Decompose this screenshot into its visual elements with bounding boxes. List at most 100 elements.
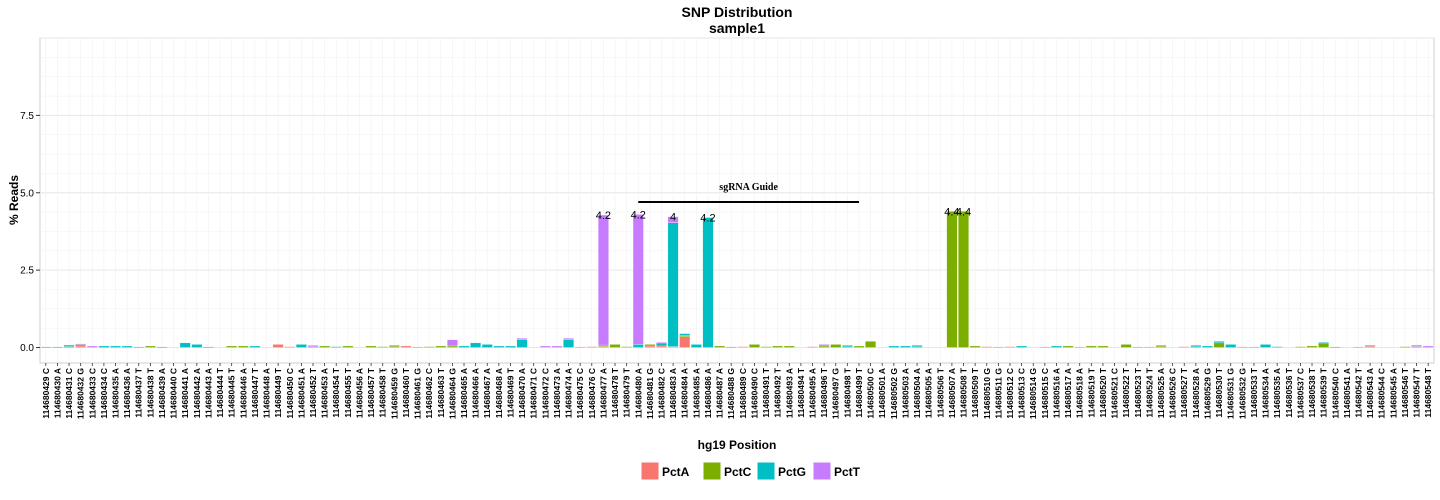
x-tick-label: 114680506 T <box>935 367 945 417</box>
bar-pctg <box>1329 346 1341 348</box>
x-tick-label: 114680466 A <box>471 368 481 418</box>
x-tick-label: 114680493 A <box>784 368 794 418</box>
bar-pctc <box>830 344 842 348</box>
bar-pctc <box>388 345 400 348</box>
bar-pctg <box>841 345 853 348</box>
bar-pctc <box>969 345 981 348</box>
bar-pctg <box>1190 345 1202 348</box>
legend-swatch-pcta <box>640 461 660 481</box>
x-tick-label: 114680513 C <box>1017 368 1027 419</box>
bar-pctc <box>760 346 772 348</box>
x-tick-label: 114680454 T <box>331 367 341 417</box>
x-axis-title: hg19 Position <box>698 438 777 452</box>
bar-pctg <box>900 345 911 348</box>
x-tick-label: 114680521 C <box>1110 368 1120 419</box>
bar-pctt <box>86 345 98 348</box>
bar-marks <box>40 211 1434 348</box>
x-tick-label: 114680512 C <box>1005 368 1015 419</box>
bar-pctt <box>632 214 644 345</box>
x-tick-label: 114680519 T <box>1086 367 1096 417</box>
x-tick-label: 114680536 T <box>1284 367 1294 417</box>
data-labels: 4.2 4.2 4 4.2 4.44.4 <box>596 206 971 224</box>
x-tick-label: 114680499 T <box>854 367 864 417</box>
bar-pctc <box>1399 346 1411 348</box>
x-tick-label: 114680533 T <box>1249 367 1259 417</box>
legend-swatch-pctc <box>702 461 722 481</box>
bar-pctc <box>237 345 249 348</box>
x-tick-label: 114680498 T <box>842 367 852 417</box>
x-tick-label: 114680527 T <box>1179 367 1189 417</box>
bar-pctg <box>156 346 168 348</box>
sgrna-guide-annotation: sgRNA Guide <box>638 182 859 204</box>
x-tick-label: 114680472 C <box>540 368 550 419</box>
bar-pctc <box>1085 345 1097 348</box>
bar-pctt <box>1422 345 1434 348</box>
x-tick-label: 114680525 A <box>1156 368 1166 418</box>
x-tick-label: 114680515 C <box>1040 368 1050 419</box>
bar-pctc <box>319 345 330 348</box>
x-tick-label: 114680495 A <box>808 368 818 418</box>
bar-pctg <box>667 222 679 347</box>
x-tick-label: 114680540 C <box>1330 368 1340 419</box>
x-tick-label: 114680456 A <box>354 368 364 418</box>
bar-pctt <box>598 214 609 346</box>
x-tick-label: 114680479 T <box>622 367 632 417</box>
bar-pcta <box>412 346 423 348</box>
bar-pctc <box>342 345 354 348</box>
bar-pctc <box>644 344 656 347</box>
bar-pcta <box>574 346 586 348</box>
bar-pctc <box>714 345 725 348</box>
x-tick-label: 114680462 C <box>424 368 434 419</box>
y-tick-label: 2.5 <box>20 266 34 277</box>
x-tick-label: 114680502 G <box>889 368 899 419</box>
bar-pctg <box>1318 342 1330 344</box>
bar-pctt <box>656 342 667 344</box>
x-tick-label: 114680510 G <box>982 368 992 419</box>
data-label: 4.2 <box>700 213 715 225</box>
x-tick-label: 114680481 G <box>645 368 655 419</box>
bar-pctc <box>725 346 737 348</box>
bar-pctc <box>1120 344 1132 348</box>
x-tick-label: 114680485 A <box>691 368 701 418</box>
bar-pcta <box>737 346 749 348</box>
bar-pctc <box>447 345 458 348</box>
bar-pctc <box>621 346 633 348</box>
x-tick-label: 114680534 A <box>1261 368 1271 418</box>
x-tick-label: 114680438 T <box>145 367 155 417</box>
x-axis-ticks: 114680429 C 114680430 A 114680431 C 1146804… <box>41 363 1433 419</box>
x-tick-label: 114680490 C <box>749 368 759 419</box>
bar-pctg <box>1260 344 1271 348</box>
bar-pctc <box>144 345 156 348</box>
chart-title: SNP Distribution <box>682 4 793 20</box>
x-tick-label: 114680520 T <box>1098 367 1108 417</box>
x-tick-label: 114680465 A <box>459 368 469 418</box>
bar-pctg <box>1364 345 1376 347</box>
y-axis-ticks: 0.0 2.5 5.0 7.5 <box>20 111 40 354</box>
bar-pctg <box>1016 345 1027 348</box>
x-tick-label: 114680435 A <box>111 368 121 418</box>
bar-pcta <box>1144 346 1155 348</box>
bar-pctc <box>1062 345 1074 348</box>
bar-pcta <box>644 345 656 348</box>
x-tick-label: 114680458 T <box>378 367 388 417</box>
x-tick-label: 114680504 A <box>912 368 922 418</box>
bar-pctt <box>551 345 563 348</box>
x-tick-label: 114680459 G <box>389 368 399 419</box>
x-tick-label: 114680524 T <box>1144 367 1154 417</box>
x-tick-label: 114680482 C <box>656 368 666 419</box>
bar-pctc <box>1097 345 1109 348</box>
x-tick-label: 114680500 C <box>866 368 876 419</box>
x-tick-label: 114680486 A <box>703 368 713 418</box>
x-tick-label: 114680489 C <box>738 368 748 419</box>
bar-pctc <box>853 345 865 348</box>
x-tick-label: 114680448 A <box>262 368 272 418</box>
x-tick-label: 114680437 T <box>134 367 144 417</box>
x-tick-label: 114680446 A <box>238 368 248 418</box>
x-tick-label: 114680511 G <box>993 368 1003 419</box>
bar-pctg <box>888 345 900 348</box>
bar-pctg <box>121 345 133 348</box>
x-tick-label: 114680444 T <box>215 367 225 417</box>
x-tick-label: 114680461 G <box>413 368 423 419</box>
x-tick-label: 114680431 C <box>64 368 74 419</box>
x-tick-label: 114680505 A <box>924 368 934 418</box>
